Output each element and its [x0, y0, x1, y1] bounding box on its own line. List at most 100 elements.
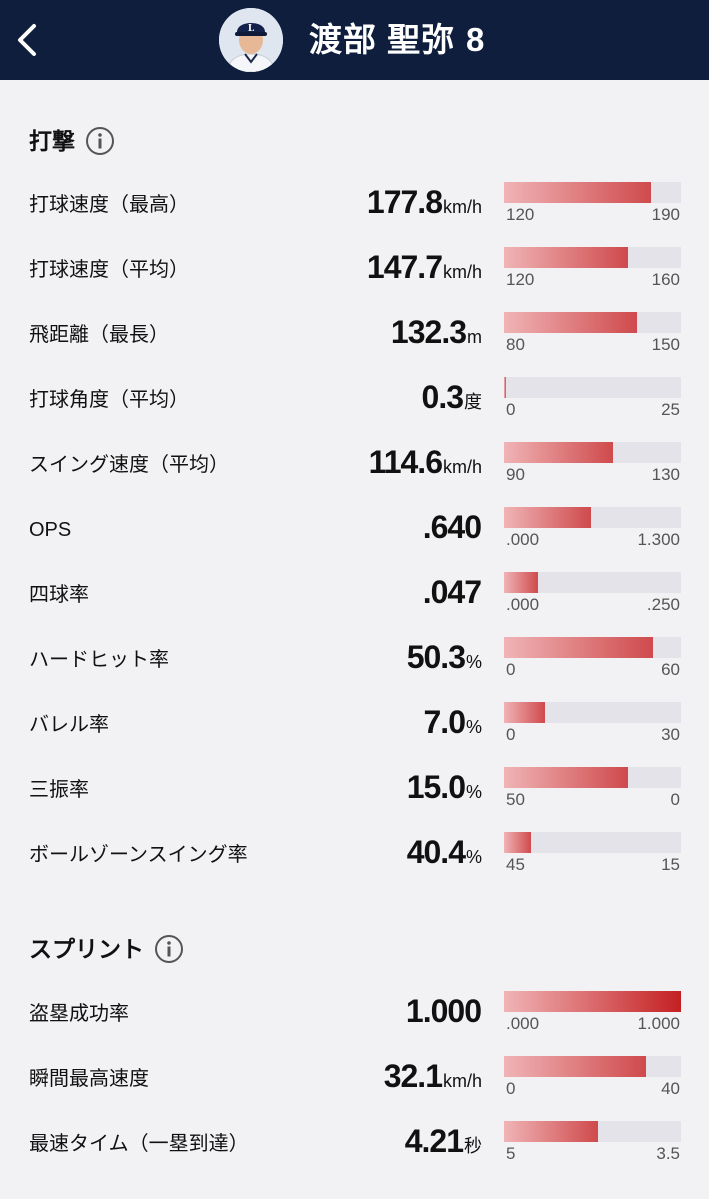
metric-bar-track — [504, 247, 681, 268]
metric-bar-track — [504, 1056, 681, 1077]
axis-min-label: 120 — [506, 270, 535, 289]
axis-min-label: 5 — [506, 1144, 516, 1163]
metric-row: ハードヒット率 50.3% 0 60 — [0, 637, 709, 697]
metric-bar-track — [504, 182, 681, 203]
axis-max-label: 15 — [661, 855, 680, 874]
axis-min-label: 45 — [506, 855, 525, 874]
axis-max-label: 1.000 — [637, 1014, 680, 1033]
back-button[interactable] — [10, 18, 50, 62]
metric-value: 4.21秒 — [405, 1121, 482, 1168]
axis-max-label: 160 — [651, 270, 680, 289]
metric-bar-fill — [504, 637, 653, 658]
metric-bar-track — [504, 832, 681, 853]
metric-bar-track — [504, 507, 681, 528]
metric-value: 0.3度 — [422, 377, 482, 424]
app-header: L 渡部 聖弥 8 — [0, 0, 709, 80]
metric-number: 132.3 — [390, 314, 467, 350]
metric-row: 最速タイム（一塁到達） 4.21秒 5 3.5 — [0, 1121, 709, 1181]
section-title-text: スプリント — [29, 936, 144, 962]
metric-label: 最速タイム（一塁到達） — [29, 1133, 249, 1155]
axis-max-label: 130 — [651, 465, 680, 484]
axis-max-label: 1.300 — [637, 530, 680, 549]
metric-value: 147.7km/h — [367, 247, 482, 294]
metric-unit: 度 — [464, 392, 482, 412]
axis-min-label: 80 — [506, 335, 525, 354]
metric-label: 打球速度（最高） — [29, 194, 189, 216]
metric-unit: m — [467, 327, 482, 347]
metric-bar-track — [504, 1121, 681, 1142]
metric-unit: % — [465, 717, 482, 737]
metric-bar-track — [504, 637, 681, 658]
metric-number: 50.3 — [406, 639, 466, 675]
metric-number: 0.3 — [421, 379, 464, 415]
player-number: 8 — [466, 21, 485, 58]
metric-row: 打球速度（最高） 177.8km/h 120 190 — [0, 182, 709, 242]
metric-label: OPS — [29, 519, 72, 541]
metric-row: 盗塁成功率 1.000 .000 1.000 — [0, 991, 709, 1051]
metric-number: 114.6 — [368, 444, 443, 480]
metric-value: 177.8km/h — [367, 182, 482, 229]
axis-max-label: .250 — [646, 595, 680, 614]
axis-max-label: 190 — [651, 205, 680, 224]
axis-max-label: 0 — [670, 790, 680, 809]
metric-label: 盗塁成功率 — [29, 1003, 129, 1025]
metric-number: 32.1 — [383, 1058, 443, 1094]
metric-value: 15.0% — [407, 767, 482, 814]
metric-row: 三振率 15.0% 50 0 — [0, 767, 709, 827]
metric-value: 132.3m — [391, 312, 482, 359]
metric-row: 打球角度（平均） 0.3度 0 25 — [0, 377, 709, 437]
metric-bar-fill — [504, 702, 545, 723]
metric-number: 40.4 — [406, 834, 466, 870]
metric-value: 50.3% — [407, 637, 482, 684]
metric-bar-fill — [504, 572, 538, 593]
metric-label: 打球速度（平均） — [29, 259, 189, 281]
info-icon[interactable] — [154, 934, 184, 964]
metric-label: ボールゾーンスイング率 — [29, 844, 248, 866]
axis-min-label: .000 — [506, 1014, 540, 1033]
metric-number: .047 — [422, 574, 482, 610]
metric-number: 15.0 — [406, 769, 466, 805]
metric-bar-track — [504, 991, 681, 1012]
metric-number: .640 — [422, 509, 482, 545]
metric-bar-fill — [504, 507, 591, 528]
metric-number: 147.7 — [366, 249, 443, 285]
axis-min-label: 0 — [506, 1079, 516, 1098]
metric-number: 1.000 — [405, 993, 482, 1029]
metric-unit: 秒 — [464, 1136, 482, 1156]
metric-label: 四球率 — [29, 584, 89, 606]
metric-number: 4.21 — [404, 1123, 464, 1159]
axis-max-label: 60 — [661, 660, 680, 679]
metric-bar-fill — [504, 247, 628, 268]
axis-min-label: 90 — [506, 465, 525, 484]
metric-row: 四球率 .047 .000 .250 — [0, 572, 709, 632]
axis-min-label: 0 — [506, 725, 516, 744]
metric-row: 飛距離（最長） 132.3m 80 150 — [0, 312, 709, 372]
info-icon[interactable] — [85, 126, 115, 156]
section-title-text: 打撃 — [29, 128, 75, 154]
metric-bar-track — [504, 442, 681, 463]
metric-bar-fill — [504, 312, 637, 333]
metric-value: .640 — [423, 507, 482, 554]
axis-max-label: 25 — [661, 400, 680, 419]
metric-bar-track — [504, 312, 681, 333]
metric-value: 7.0% — [424, 702, 483, 749]
metric-unit: % — [465, 652, 482, 672]
section-title-batting: 打撃 — [29, 126, 115, 156]
metric-label: スイング速度（平均） — [29, 454, 229, 476]
axis-max-label: 30 — [661, 725, 680, 744]
metric-row: バレル率 7.0% 0 30 — [0, 702, 709, 762]
metric-number: 177.8 — [366, 184, 443, 220]
axis-min-label: 0 — [506, 660, 516, 679]
metric-label: バレル率 — [29, 714, 109, 736]
metric-unit: km/h — [442, 1071, 482, 1091]
metric-bar-track — [504, 377, 681, 398]
metric-bar-track — [504, 702, 681, 723]
axis-max-label: 150 — [651, 335, 680, 354]
metric-label: 打球角度（平均） — [29, 389, 189, 411]
axis-min-label: 0 — [506, 400, 516, 419]
metric-value: 114.6km/h — [369, 442, 482, 489]
axis-max-label: 3.5 — [656, 1144, 680, 1163]
metric-bar-fill — [504, 1121, 598, 1142]
metric-unit: % — [465, 847, 482, 867]
metric-label: 三振率 — [29, 779, 89, 801]
